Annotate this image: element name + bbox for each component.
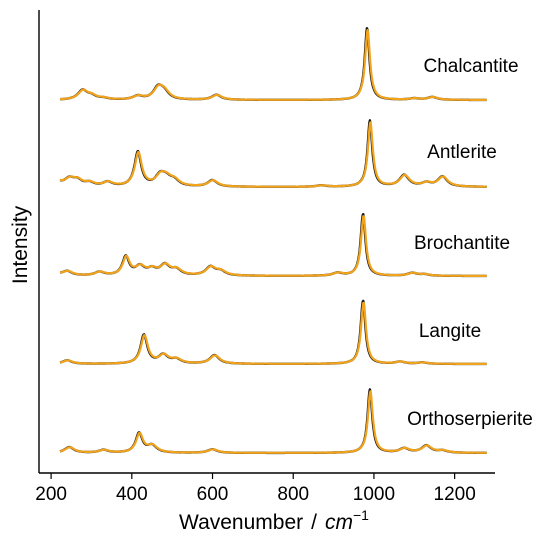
- x-tick-label-200: 200: [35, 484, 67, 505]
- series-label-langite: Langite: [419, 321, 481, 342]
- x-axis-label-unit: cm: [325, 511, 353, 534]
- spectrum-measured-line: [59, 119, 488, 188]
- x-tick-label-1200: 1200: [434, 484, 476, 505]
- series-labels: Chalcantite Antlerite Brochantite Langite Or…: [407, 56, 533, 430]
- x-tick-label-600: 600: [197, 484, 229, 505]
- x-axis-label: Wavenumber / cm−1: [179, 507, 369, 534]
- series-layer: [59, 27, 488, 455]
- series-chalcantite: [59, 27, 488, 102]
- series-label-antlerite: Antlerite: [427, 142, 497, 163]
- series-orthoserpierite: [59, 388, 488, 455]
- spectrum-fit-line: [59, 215, 488, 277]
- x-tick-label-400: 400: [116, 484, 148, 505]
- spectrum-fit-line: [59, 301, 488, 365]
- y-axis-label: Intensity: [9, 205, 32, 284]
- x-ticks: 200 400 600 800 1000 1200: [35, 473, 476, 505]
- spectrum-fit-line: [59, 121, 488, 188]
- series-label-brochantite: Brochantite: [414, 233, 510, 254]
- series-langite: [59, 299, 488, 366]
- x-axis-label-name: Wavenumber: [179, 511, 303, 534]
- spectrum-fit-line: [59, 390, 488, 454]
- x-tick-label-800: 800: [277, 484, 309, 505]
- series-label-orthoserpierite: Orthoserpierite: [407, 409, 533, 430]
- spectrum-fit-line: [59, 29, 488, 101]
- series-label-chalcantite: Chalcantite: [423, 56, 518, 77]
- series-brochantite: [59, 213, 488, 278]
- x-axis-label-separator: /: [311, 511, 317, 534]
- x-tick-label-1000: 1000: [353, 484, 395, 505]
- series-antlerite: [59, 119, 488, 188]
- chart-axes: [38, 10, 495, 474]
- x-axis-label-unit-exponent: −1: [353, 507, 369, 523]
